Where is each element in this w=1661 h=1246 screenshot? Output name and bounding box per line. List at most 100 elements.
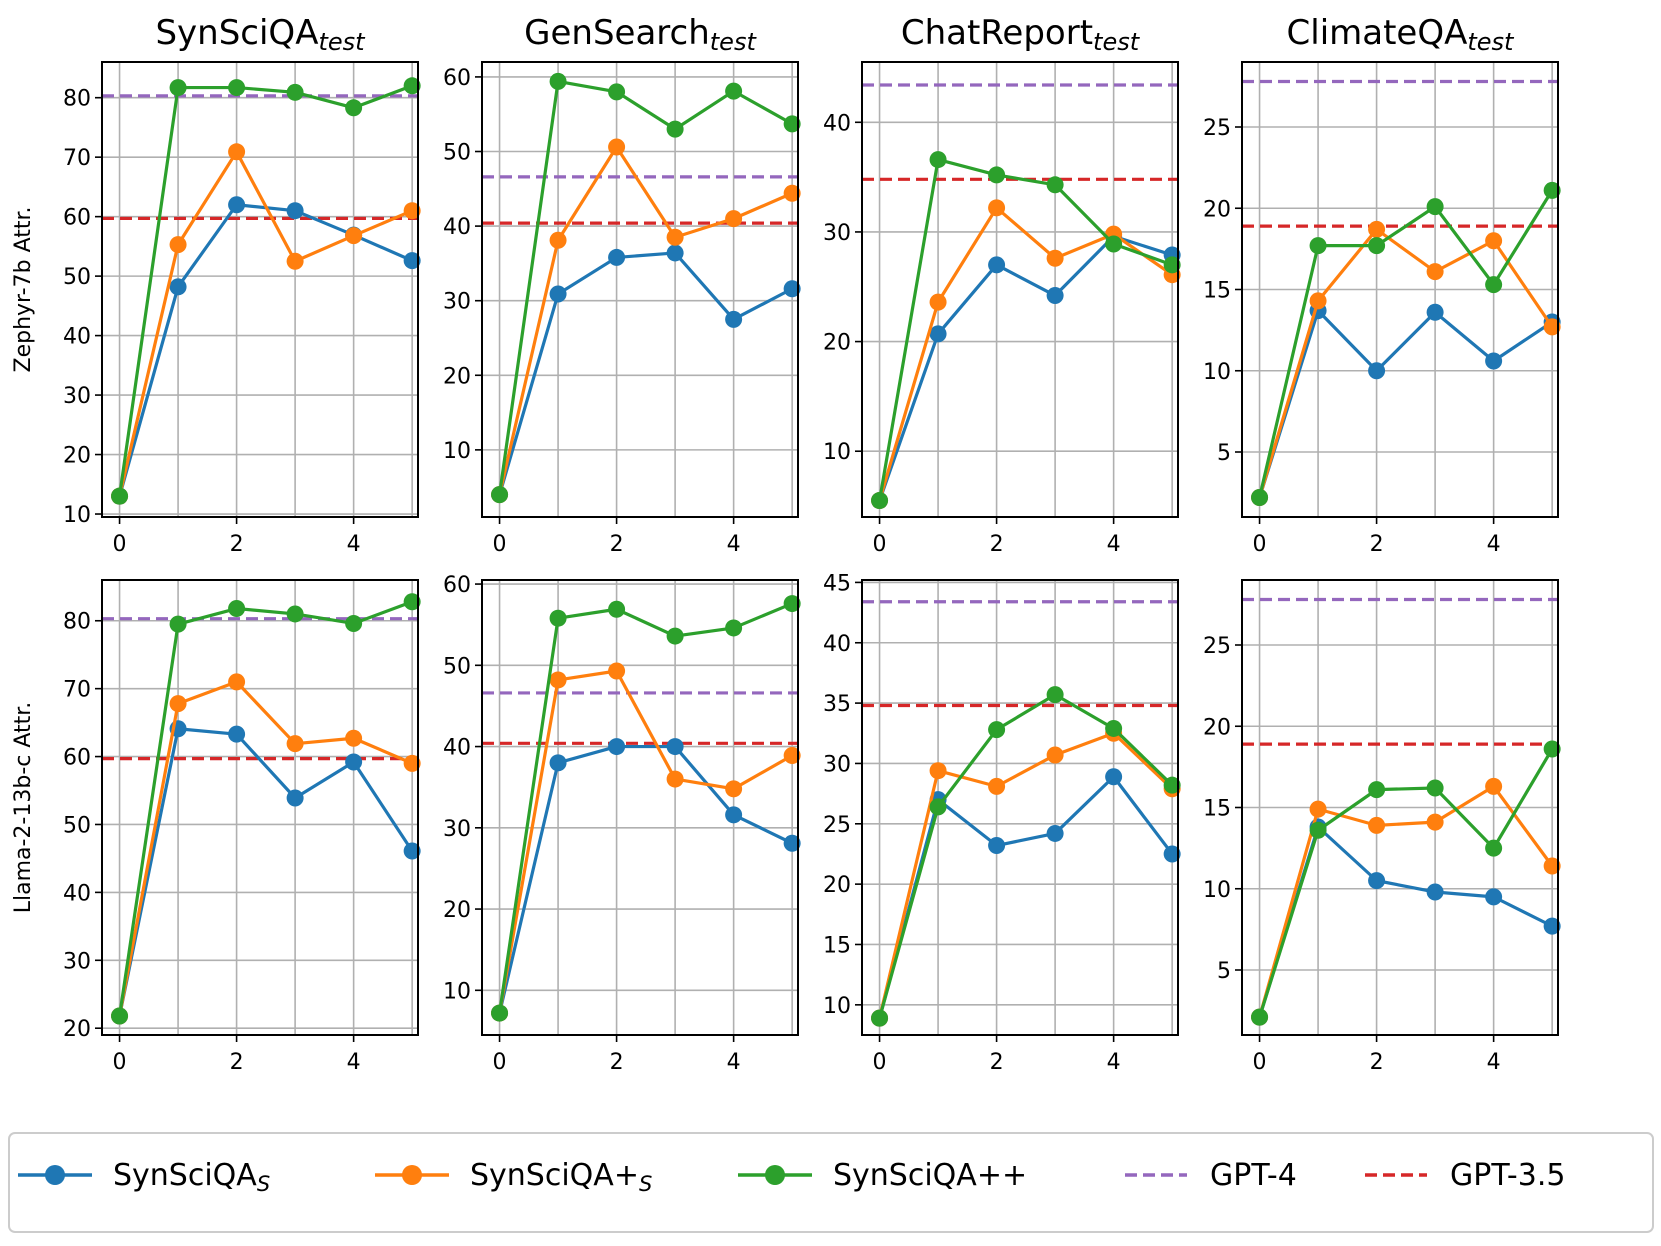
- data-point-synsciqa-pp: [1046, 686, 1064, 704]
- data-point-synsciqa-s: [1426, 883, 1444, 901]
- column-title: GenSearchtest: [524, 13, 757, 56]
- data-point-synsciqa-s: [228, 196, 246, 214]
- series-line-synsciqa-plus-s: [497, 145, 793, 495]
- data-point-synsciqa-pp: [1309, 821, 1327, 839]
- series-line-synsciqa-pp: [1258, 748, 1554, 1018]
- y-tick-label: 40: [63, 325, 91, 350]
- gridlines: [482, 580, 798, 1035]
- data-point-synsciqa-plus-s: [929, 762, 947, 780]
- data-point-synsciqa-plus-s: [228, 143, 246, 161]
- legend-label: SynSciQA++: [833, 1158, 1027, 1193]
- data-point-synsciqa-s: [1368, 362, 1386, 380]
- data-point-synsciqa-s: [1163, 845, 1181, 863]
- legend-item: GPT-3.5: [1365, 1158, 1565, 1193]
- data-point-synsciqa-plus-s: [228, 673, 246, 691]
- data-point-synsciqa-s: [988, 837, 1006, 855]
- data-point-synsciqa-plus-s: [1543, 857, 1561, 875]
- y-tick-label: 50: [63, 813, 91, 838]
- y-tick-label: 10: [63, 503, 91, 528]
- data-point-synsciqa-s: [1485, 352, 1503, 370]
- series-line-synsciqa-s: [497, 744, 793, 1014]
- x-tick-label: 4: [1487, 1050, 1501, 1075]
- data-point-synsciqa-plus-s: [783, 184, 801, 202]
- data-point-synsciqa-pp: [1543, 740, 1561, 758]
- gridlines: [862, 62, 1178, 517]
- x-tick-label: 2: [990, 1050, 1004, 1075]
- y-tick-label: 25: [1203, 634, 1231, 659]
- column-title-main: SynSciQA: [155, 13, 318, 53]
- y-tick-label: 10: [1203, 360, 1231, 385]
- data-point-synsciqa-pp: [871, 492, 889, 510]
- y-tick-label: 60: [443, 66, 471, 91]
- series-line-synsciqa-plus-s: [117, 680, 413, 1017]
- y-tick-label: 20: [63, 444, 91, 469]
- series-line-synsciqa-plus-s: [1258, 784, 1554, 1018]
- series-line-synsciqa-pp: [117, 600, 413, 1017]
- data-point-synsciqa-s: [1368, 872, 1386, 890]
- data-point-synsciqa-pp: [725, 619, 743, 637]
- axes-frame: [481, 579, 799, 1036]
- x-tick-label: 0: [113, 1050, 127, 1075]
- x-tick-label: 2: [230, 532, 244, 557]
- legend-label-main: GPT-4: [1210, 1158, 1297, 1193]
- y-tick-label: 5: [1217, 959, 1231, 984]
- data-point-synsciqa-plus-s: [783, 747, 801, 764]
- data-point-synsciqa-plus-s: [345, 729, 363, 747]
- data-point-synsciqa-s: [783, 280, 801, 298]
- y-tick-label: 40: [63, 881, 91, 906]
- legend-label-main: SynSciQA+: [470, 1158, 639, 1193]
- data-point-synsciqa-s: [1485, 888, 1503, 906]
- data-point-synsciqa-plus-s: [549, 671, 567, 689]
- data-point-synsciqa-plus-s: [169, 695, 187, 713]
- column-title-subscript: test: [318, 28, 366, 56]
- data-point-synsciqa-pp: [988, 721, 1006, 739]
- y-tick-label: 45: [823, 571, 851, 596]
- x-tick-label: 4: [347, 1050, 361, 1075]
- panel-r0-c1: 0 2 4 10 20 30 40 50 60: [443, 61, 801, 557]
- column-title-main: GenSearch: [524, 13, 710, 53]
- y-tick-label: 40: [823, 111, 851, 136]
- y-tick-label: 20: [63, 1017, 91, 1042]
- data-point-synsciqa-s: [1046, 287, 1064, 305]
- gridlines: [102, 62, 418, 517]
- y-tick-label: 30: [63, 384, 91, 409]
- x-tick-label: 4: [347, 532, 361, 557]
- data-point-synsciqa-pp: [549, 72, 567, 90]
- axes-frame: [861, 579, 1179, 1036]
- series-line-synsciqa-pp: [1257, 189, 1554, 498]
- y-tick-label: 5: [1217, 441, 1231, 466]
- data-point-synsciqa-pp: [1426, 779, 1444, 797]
- y-tick-label: 35: [823, 692, 851, 717]
- y-tick-label: 30: [443, 817, 471, 842]
- y-tick-label: 10: [823, 440, 851, 465]
- panel-r0-c0: 0 2 4 10 20 30 40 50 60 70 80: [63, 61, 421, 557]
- data-point-synsciqa-plus-s: [1485, 777, 1503, 795]
- legend-label: SynSciQA+S: [470, 1158, 652, 1196]
- panel-r0-c3: 0 2 4 5 10 15 20 25: [1203, 61, 1561, 557]
- data-point-synsciqa-s: [725, 806, 743, 824]
- column-title: SynSciQAtest: [155, 13, 366, 56]
- y-tick-label: 80: [63, 610, 91, 635]
- data-point-synsciqa-pp: [1543, 181, 1561, 199]
- data-point-synsciqa-s: [608, 248, 626, 266]
- legend-swatch-marker: [765, 1165, 785, 1185]
- data-point-synsciqa-pp: [666, 627, 684, 645]
- y-tick-label: 40: [443, 736, 471, 761]
- data-point-synsciqa-pp: [549, 609, 567, 627]
- data-point-synsciqa-s: [549, 285, 567, 303]
- data-point-synsciqa-s: [725, 310, 743, 328]
- data-point-synsciqa-plus-s: [549, 231, 567, 249]
- data-point-synsciqa-pp: [403, 77, 421, 95]
- x-tick-label: 2: [1370, 532, 1384, 557]
- data-point-synsciqa-plus-s: [1485, 232, 1503, 250]
- x-tick-label: 4: [1487, 532, 1501, 557]
- data-point-synsciqa-plus-s: [1368, 816, 1386, 834]
- panel-r1-c0: 0 2 4 20 30 40 50 60 70 80: [63, 579, 421, 1075]
- data-point-synsciqa-s: [1426, 303, 1444, 321]
- series-line-synsciqa-plus-s: [117, 150, 413, 497]
- column-title: ChatReporttest: [901, 13, 1141, 56]
- y-tick-label: 60: [63, 206, 91, 231]
- data-point-synsciqa-pp: [608, 600, 626, 618]
- data-point-synsciqa-plus-s: [1309, 292, 1327, 310]
